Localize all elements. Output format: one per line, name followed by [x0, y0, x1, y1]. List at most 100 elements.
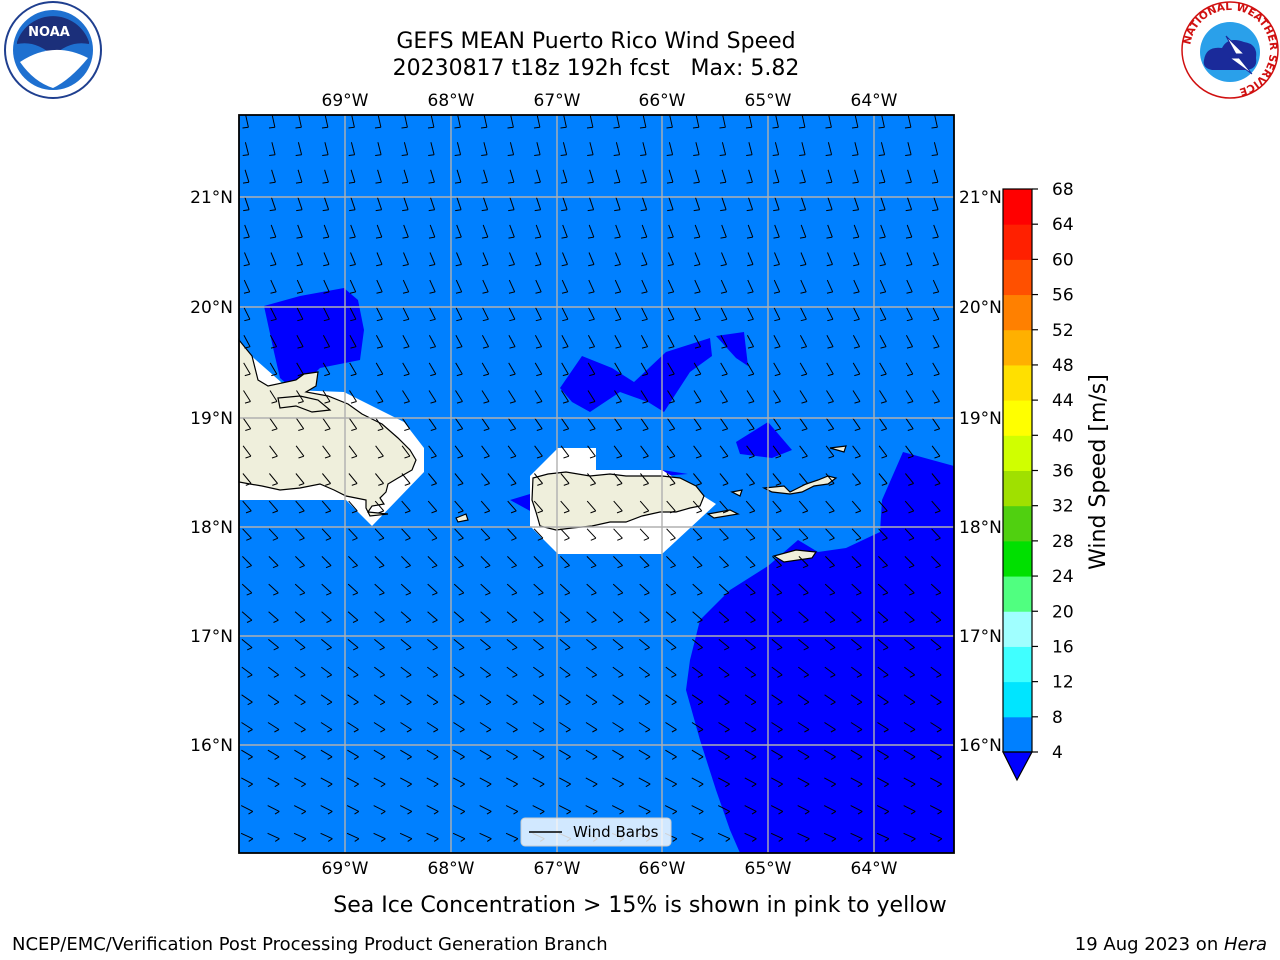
wind-barb: [481, 142, 488, 156]
wind-barb: [931, 500, 941, 514]
st-croix-island: [772, 549, 818, 563]
wind-barb: [798, 528, 809, 541]
wind-barb: [904, 528, 915, 541]
wind-barb: [532, 777, 545, 788]
wind-barb: [268, 500, 279, 514]
lon-labels-bottom: 69°W 68°W 67°W 66°W 65°W 64°W: [322, 859, 898, 879]
lon-label-bottom: 68°W: [428, 859, 475, 879]
lat-label-left: 21°N: [190, 188, 233, 208]
lat-label-right: 20°N: [959, 298, 1002, 318]
wind-barb: [665, 666, 677, 678]
wind-barb: [640, 390, 649, 404]
wind-barb: [799, 142, 806, 156]
wind-barb: [243, 335, 251, 349]
wind-barb: [612, 639, 624, 651]
wind-barb: [586, 583, 597, 596]
wind-barb: [772, 445, 782, 459]
wind-barb: [532, 694, 545, 706]
wind-barb: [640, 335, 649, 349]
colorbar-segment: [1003, 681, 1032, 718]
wind-barb: [746, 417, 755, 431]
wind-barb: [826, 390, 834, 404]
wind-barb: [241, 694, 253, 706]
colorbar-tick-label: 48: [1052, 356, 1074, 376]
wind-barb: [905, 197, 913, 212]
lat-label-right: 18°N: [959, 518, 1002, 538]
samana-peninsula: [277, 395, 332, 413]
wind-barb: [481, 169, 488, 184]
wind-barb: [719, 445, 729, 459]
wind-barb: [374, 500, 385, 514]
wind-barb: [825, 417, 835, 431]
noaa-logo: NOAA: [4, 1, 102, 99]
wind-barb: [242, 500, 252, 514]
wind-barb: [294, 666, 306, 678]
wind-barb: [320, 749, 333, 760]
wind-barb: [349, 224, 356, 239]
wind-barb: [666, 556, 676, 569]
wind-barb: [824, 583, 836, 596]
wind-barb: [612, 749, 624, 760]
colorbar-ticks: 68 64 60 56 52 48 44 40 36 32 28 24 20 16 12 8 4: [1032, 180, 1074, 763]
wind-barb: [507, 500, 517, 514]
wind-barb: [850, 777, 863, 788]
wind-barb: [560, 417, 570, 431]
wind-barb: [851, 611, 862, 623]
wind-barb: [665, 777, 677, 788]
wind-barb: [667, 362, 675, 377]
wind-barb: [851, 639, 862, 651]
wind-barb: [823, 832, 837, 842]
wind-barb: [798, 611, 809, 623]
wind-barb: [641, 307, 648, 322]
vieques-island: [706, 509, 740, 519]
wind-barb: [560, 556, 570, 569]
wind-barb: [243, 307, 251, 322]
wind-barb: [240, 805, 254, 815]
wind-barb: [932, 307, 940, 322]
wind-barb: [770, 832, 784, 842]
wind-barb: [534, 417, 543, 431]
wind-barb: [745, 556, 756, 569]
wind-barb: [852, 390, 861, 404]
colorbar-under-arrow: [1002, 751, 1034, 782]
wind-barb: [720, 335, 728, 349]
wind-barb: [479, 694, 492, 706]
wind-barb: [533, 583, 544, 596]
map-panel: Wind Barbs: [238, 114, 955, 854]
wind-barb: [348, 556, 358, 569]
wind-barb: [931, 445, 941, 459]
wind-barb: [560, 473, 570, 486]
wind-barb: [241, 722, 253, 733]
wind-barb: [481, 417, 490, 431]
wind-barb: [719, 500, 729, 514]
wind-barb: [481, 224, 489, 239]
lon-label-bottom: 67°W: [534, 859, 581, 879]
wind-barb: [533, 666, 544, 678]
wind-barb: [692, 639, 703, 651]
wind-barb: [747, 252, 754, 267]
wind-barb: [692, 611, 703, 623]
wind-barb: [613, 500, 623, 514]
wind-barb: [720, 224, 727, 239]
wind-barb: [270, 279, 277, 294]
wind-barb: [269, 473, 278, 486]
colorbar-tick-label: 56: [1052, 286, 1074, 306]
wind-barb: [428, 417, 437, 431]
wind-barb: [852, 473, 861, 486]
wind-barb: [427, 639, 438, 651]
colorbar-tick-label: 60: [1052, 250, 1074, 270]
lat-label-left: 18°N: [190, 518, 233, 538]
wind-barb: [375, 417, 384, 431]
wind-barb: [322, 197, 330, 212]
wind-barb: [585, 749, 598, 760]
wind-barb: [295, 142, 303, 156]
wind-barb: [534, 224, 542, 239]
wind-barb: [719, 417, 729, 431]
wind-barb: [878, 417, 888, 431]
wind-barb: [852, 445, 861, 459]
wind-barb: [878, 473, 888, 486]
wind-barb: [506, 694, 518, 706]
colorbar-segment: [1003, 224, 1032, 260]
wind-barb: [852, 335, 861, 349]
wind-barb: [452, 805, 466, 815]
